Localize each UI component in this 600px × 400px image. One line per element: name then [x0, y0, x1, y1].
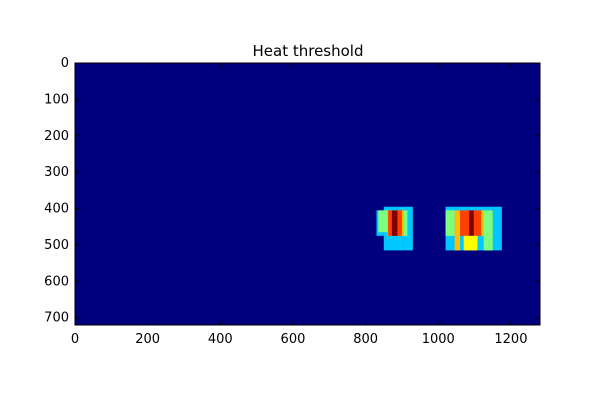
heat-region — [388, 210, 392, 236]
heat-region — [397, 210, 402, 236]
plot-area — [74, 62, 541, 326]
x-tick-label: 200 — [135, 332, 160, 347]
y-tick-label: 100 — [44, 92, 69, 107]
heat-region — [454, 210, 461, 251]
heatmap-background — [75, 63, 540, 325]
heat-region — [469, 210, 474, 236]
x-tick-label: 800 — [353, 332, 378, 347]
y-tick-label: 600 — [44, 274, 69, 289]
x-tick-label: 400 — [208, 332, 233, 347]
heat-region — [391, 210, 398, 236]
heat-region — [460, 210, 470, 236]
y-tick-label: 400 — [44, 202, 69, 217]
chart-title: Heat threshold — [253, 42, 364, 60]
heat-region — [473, 210, 482, 236]
y-tick-label: 200 — [44, 129, 69, 144]
y-axis: 0 100 200 300 400 500 600 700 — [44, 56, 540, 326]
y-tick-label: 700 — [44, 311, 69, 326]
heat-region — [481, 210, 484, 236]
heat-region — [483, 210, 493, 251]
heat-region — [492, 206, 502, 251]
x-tick-label: 1200 — [494, 332, 527, 347]
heat-region — [463, 235, 478, 251]
heat-region — [445, 210, 455, 236]
x-tick-label: 0 — [71, 332, 79, 347]
y-tick-label: 500 — [44, 238, 69, 253]
x-tick-label: 600 — [281, 332, 306, 347]
y-tick-label: 0 — [61, 56, 69, 71]
plot-frame — [74, 62, 541, 326]
x-axis: 0 200 400 600 800 1000 1200 — [71, 63, 527, 347]
x-tick-label: 1000 — [422, 332, 455, 347]
heat-region — [403, 210, 408, 236]
y-tick-label: 300 — [44, 165, 69, 180]
heat-region — [378, 210, 388, 233]
